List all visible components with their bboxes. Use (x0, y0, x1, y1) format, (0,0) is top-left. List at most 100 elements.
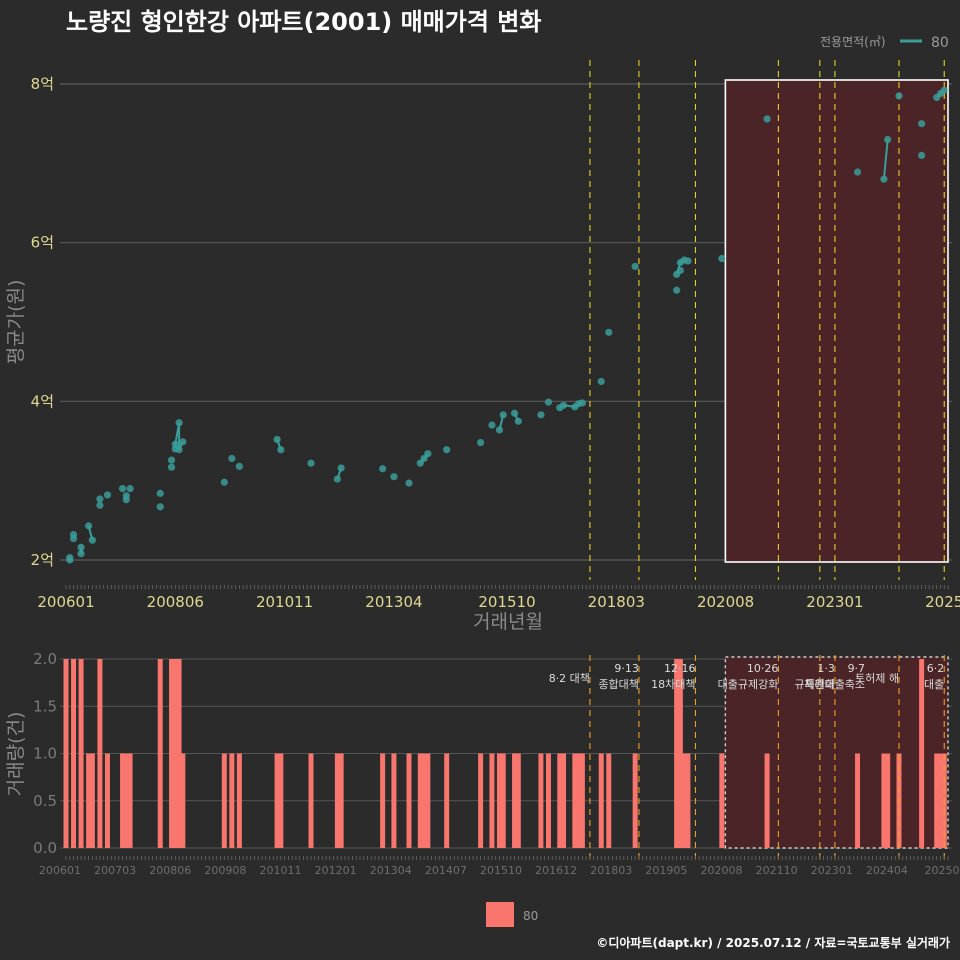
legend-label: 80 (931, 35, 949, 51)
volume-bar (176, 659, 182, 848)
volume-bar (579, 753, 585, 848)
price-point (488, 421, 496, 429)
volume-bar (489, 753, 495, 848)
price-point (918, 120, 926, 128)
volume-ytick-label: 0.5 (33, 792, 57, 810)
legend-bar-swatch (486, 902, 514, 927)
price-xtick-label: 201510 (478, 593, 535, 611)
bottom-legend: 80 (486, 902, 538, 927)
volume-bar (391, 753, 397, 848)
volume-bar (572, 753, 578, 848)
event-label: 특례대출축소 (804, 678, 865, 691)
volume-xtick-label: 202404 (866, 864, 908, 877)
volume-bar (937, 753, 943, 848)
volume-bar (89, 753, 95, 848)
price-xtick-label: 202008 (697, 593, 754, 611)
volume-bar (500, 753, 506, 848)
price-point (940, 86, 948, 94)
price-point (884, 135, 892, 144)
price-point (66, 554, 74, 562)
volume-bar (169, 659, 175, 848)
price-ylabel: 평균가(원) (5, 280, 27, 365)
volume-bar (545, 753, 551, 848)
volume-xtick-label: 201304 (370, 864, 412, 877)
event-label: 18차대책 (651, 678, 695, 691)
volume-xtick-label: 200806 (149, 864, 191, 877)
price-xtick-label: 2025 (925, 593, 960, 611)
price-point (156, 503, 164, 511)
price-point (537, 411, 545, 419)
price-point (220, 478, 228, 486)
volume-xtick-label: 202301 (811, 864, 853, 877)
volume-bar (86, 753, 92, 848)
volume-bar (598, 753, 604, 848)
price-point (853, 168, 862, 176)
volume-xtick-label: 201803 (590, 864, 632, 877)
price-point (763, 115, 771, 123)
volume-xtick-label: 201011 (260, 864, 302, 877)
price-point (167, 463, 176, 471)
volume-bar (63, 659, 69, 848)
volume-bar (576, 753, 582, 848)
volume-xtick-label: 201905 (645, 864, 687, 877)
volume-bar (157, 659, 163, 848)
volume-bar (221, 753, 227, 848)
price-point (171, 440, 179, 448)
volume-bar (104, 753, 110, 848)
price-point (307, 459, 315, 467)
volume-bar (236, 753, 242, 848)
price-xtick-label: 200601 (37, 593, 94, 611)
volume-bar (674, 659, 680, 848)
price-point (880, 175, 888, 183)
top-legend: 전용면적(㎡) 80 (820, 35, 949, 51)
volume-bar (338, 753, 344, 848)
price-point (126, 485, 134, 493)
price-point (337, 464, 345, 472)
volume-bar (677, 659, 683, 848)
volume-panel: 0.0 0.5 1.0 1.5 2.0 8·2 대책 9·13 종합대책 12·16 18차대책 1… (5, 650, 960, 877)
event-label: 종합대책 (598, 678, 638, 691)
caption: ©디아파트(dapt.kr) / 2025.07.12 / 자료=국토교통부 실… (596, 935, 950, 950)
price-xtick-label: 200806 (147, 593, 204, 611)
volume-bar (681, 753, 687, 848)
price-xtick-label: 201803 (588, 593, 645, 611)
price-point (69, 531, 78, 539)
volume-ylabel: 거래량(건) (5, 712, 27, 797)
volume-bar (496, 753, 502, 848)
price-point (88, 536, 96, 544)
volume-bar (123, 753, 129, 848)
price-point (167, 456, 176, 464)
volume-xtick-label: 202008 (701, 864, 743, 877)
price-point (273, 435, 281, 444)
price-point (495, 426, 504, 434)
volume-bar (685, 753, 691, 848)
price-point (559, 401, 568, 409)
volume-ytick-label: 1.5 (33, 697, 57, 715)
event-label: 토허제 해 (855, 671, 899, 685)
volume-bar (881, 753, 887, 848)
price-ytick-label: 4억 (31, 392, 54, 410)
volume-bar (180, 753, 186, 848)
volume-xtick-label: 201510 (480, 864, 522, 877)
event-label: 12·16 (664, 662, 696, 675)
volume-bar (515, 753, 521, 848)
volume-ytick-label: 2.0 (33, 650, 57, 668)
event-label: 대출 (924, 678, 944, 691)
price-point (605, 328, 613, 336)
legend-bar-label: 80 (523, 909, 538, 923)
volume-bar (425, 753, 431, 848)
price-point (424, 450, 432, 458)
event-label: 1·3 (817, 662, 835, 675)
volume-bar (478, 753, 484, 848)
price-point (235, 462, 243, 470)
volume-bar (444, 753, 450, 848)
volume-bar (421, 753, 427, 848)
volume-xtick-label: 200703 (94, 864, 136, 877)
price-point (684, 257, 692, 265)
event-label: 6·2 (927, 662, 945, 675)
price-point (510, 409, 519, 417)
price-point (544, 398, 553, 406)
price-point (96, 495, 104, 503)
price-point (390, 473, 398, 481)
price-panel: 2억 4억 6억 8억 200601 200806 201011 201304 201510 20… (5, 60, 960, 633)
